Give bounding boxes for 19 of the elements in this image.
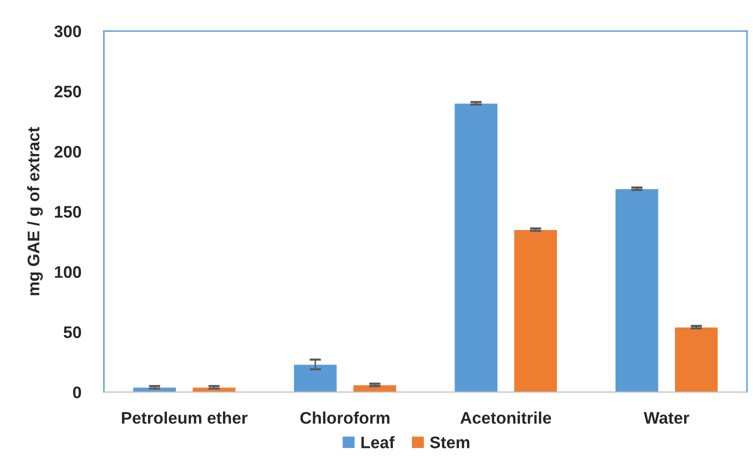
bar (614, 188, 659, 392)
y-tick-label: 200 (54, 146, 82, 158)
y-tick-label: 300 (54, 25, 82, 38)
bar (293, 364, 338, 392)
bar (674, 326, 718, 392)
y-tick-label: 250 (54, 86, 82, 98)
x-tick-label: Water (644, 412, 690, 424)
bar (454, 102, 498, 392)
legend-label: Stem (430, 436, 470, 448)
x-tick-label: Chloroform (300, 412, 390, 424)
bar (514, 229, 558, 392)
y-axis-title: mg GAE / g of extract (27, 127, 43, 296)
y-tick-label: 150 (54, 206, 82, 218)
x-tick-label: Acetonitrile (460, 412, 552, 424)
y-tick-label: 0 (73, 386, 82, 398)
legend-label: Leaf (361, 436, 395, 448)
y-tick-label: 50 (64, 326, 82, 338)
x-tick-label: Petroleum ether (122, 412, 248, 424)
y-tick-label: 100 (54, 266, 82, 278)
